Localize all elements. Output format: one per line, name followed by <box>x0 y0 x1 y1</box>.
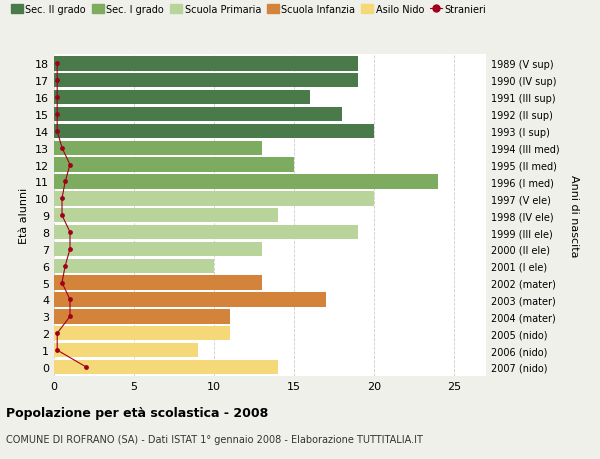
Bar <box>54 259 214 274</box>
Point <box>57 195 67 202</box>
Point <box>52 330 62 337</box>
Point <box>65 229 75 236</box>
Bar <box>54 242 262 257</box>
Point <box>52 128 62 135</box>
Bar <box>54 91 310 105</box>
Bar <box>54 309 230 324</box>
Point <box>57 280 67 287</box>
Point <box>52 347 62 354</box>
Point <box>65 313 75 320</box>
Point <box>52 94 62 101</box>
Y-axis label: Anni di nascita: Anni di nascita <box>569 174 579 257</box>
Text: COMUNE DI ROFRANO (SA) - Dati ISTAT 1° gennaio 2008 - Elaborazione TUTTITALIA.IT: COMUNE DI ROFRANO (SA) - Dati ISTAT 1° g… <box>6 434 423 444</box>
Bar <box>54 326 230 341</box>
Point <box>65 162 75 169</box>
Bar <box>54 225 358 240</box>
Point <box>52 61 62 68</box>
Point <box>81 364 91 371</box>
Point <box>61 263 70 270</box>
Point <box>52 78 62 85</box>
Bar <box>54 208 278 223</box>
Bar <box>54 343 198 358</box>
Bar <box>54 293 326 307</box>
Bar <box>54 141 262 156</box>
Bar <box>54 74 358 88</box>
Point <box>61 179 70 186</box>
Bar <box>54 276 262 290</box>
Point <box>57 212 67 219</box>
Y-axis label: Età alunni: Età alunni <box>19 188 29 244</box>
Bar <box>54 158 294 173</box>
Point <box>52 111 62 118</box>
Bar <box>54 192 374 206</box>
Bar <box>54 360 278 374</box>
Point <box>65 296 75 303</box>
Point <box>65 246 75 253</box>
Bar <box>54 124 374 139</box>
Text: Popolazione per età scolastica - 2008: Popolazione per età scolastica - 2008 <box>6 406 268 419</box>
Bar <box>54 108 342 122</box>
Bar <box>54 175 438 189</box>
Bar <box>54 57 358 72</box>
Legend: Sec. II grado, Sec. I grado, Scuola Primaria, Scuola Infanzia, Asilo Nido, Stran: Sec. II grado, Sec. I grado, Scuola Prim… <box>11 5 487 15</box>
Point <box>57 145 67 152</box>
